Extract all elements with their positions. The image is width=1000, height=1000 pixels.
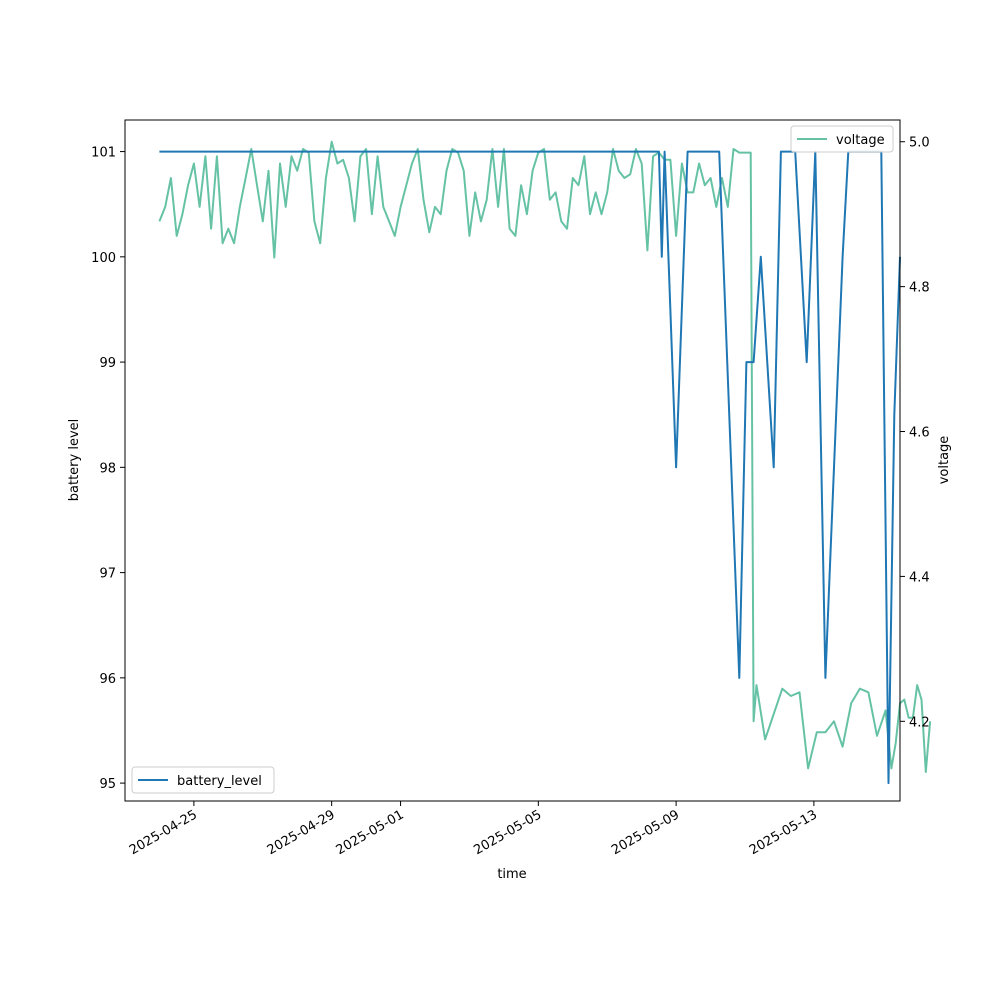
plot-frame — [124, 119, 901, 802]
right-y-axis-label: voltage — [937, 436, 952, 485]
left-y-tick-label: 99 — [99, 356, 116, 371]
legend-battery-level-box — [131, 766, 275, 794]
series-line-voltage — [158, 140, 932, 773]
left-y-tick-label: 95 — [99, 777, 116, 792]
left-y-tick-label: 98 — [99, 461, 116, 476]
x-axis-label: time — [497, 867, 526, 882]
right-y-tick-label: 5.0 — [909, 136, 930, 151]
legend-voltage: voltage — [790, 125, 894, 153]
left-y-tick-label: 100 — [91, 251, 116, 266]
right-y-axis: 4.2 4.4 4.6 4.8 5.0 — [900, 136, 930, 730]
right-y-tick-label: 4.6 — [909, 426, 930, 441]
left-y-tick-label: 96 — [99, 672, 116, 687]
legend-battery-level: battery_level — [131, 766, 275, 794]
left-y-tick-label: 97 — [99, 567, 116, 582]
legend-voltage-box — [790, 125, 894, 153]
right-y-tick-label: 4.2 — [909, 715, 930, 730]
right-y-tick-label: 4.4 — [909, 570, 930, 585]
left-y-tick-label: 101 — [91, 146, 116, 161]
left-y-axis: 95 96 97 98 99 100 101 — [91, 146, 125, 792]
legend-voltage-label: voltage — [836, 133, 885, 148]
left-y-axis-label: battery level — [67, 419, 82, 502]
legend-battery-level-label: battery_level — [177, 774, 262, 789]
right-y-tick-label: 4.8 — [909, 281, 930, 296]
